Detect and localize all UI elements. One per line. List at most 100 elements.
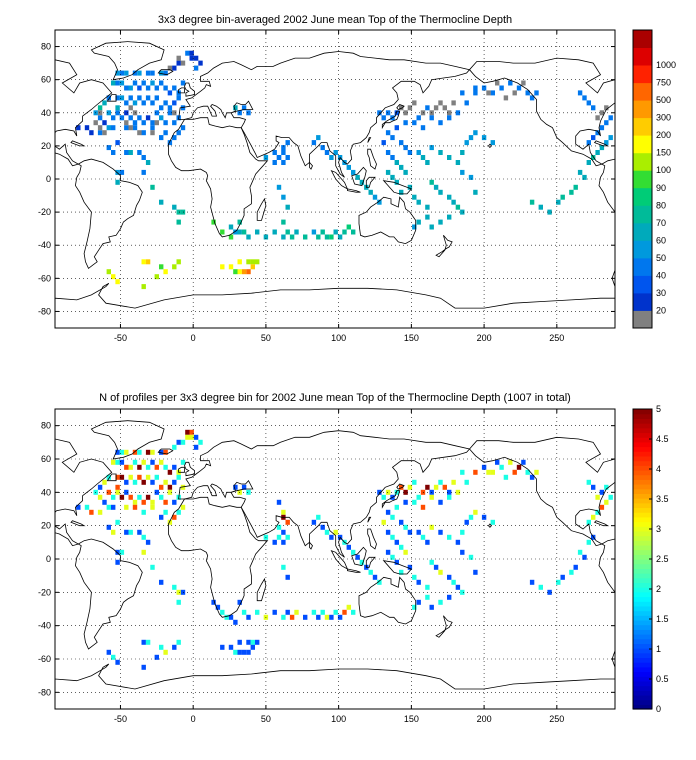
- coastline: [74, 538, 143, 650]
- data-cell: [529, 579, 535, 585]
- data-cell: [211, 219, 216, 225]
- coastline: [382, 180, 413, 195]
- y-tick-label: -40: [38, 621, 51, 631]
- data-cell: [180, 459, 186, 465]
- data-cell: [385, 489, 391, 495]
- data-cell: [407, 529, 413, 535]
- coastline: [435, 615, 453, 638]
- data-cell: [359, 179, 365, 185]
- data-cell: [425, 160, 430, 165]
- x-tick-label: -50: [114, 333, 127, 343]
- data-cell: [159, 115, 164, 121]
- data-cell: [499, 85, 504, 91]
- coastline: [435, 235, 453, 258]
- data-cell: [172, 584, 177, 590]
- data-cell: [124, 449, 129, 455]
- data-cell: [399, 189, 404, 195]
- y-tick-label: -80: [38, 687, 51, 697]
- data-cell: [420, 125, 426, 131]
- data-cell: [368, 569, 373, 575]
- data-cell: [320, 524, 325, 530]
- data-cell: [150, 184, 155, 190]
- data-cell: [495, 80, 500, 86]
- data-cell: [172, 65, 177, 71]
- x-tick-label: 150: [404, 333, 419, 343]
- data-cell: [163, 499, 168, 505]
- data-cell: [294, 229, 299, 235]
- data-cell: [124, 120, 129, 126]
- data-cell: [159, 579, 164, 585]
- data-cell: [604, 140, 609, 146]
- data-cell: [163, 269, 168, 275]
- coastline: [487, 143, 492, 149]
- data-cell: [303, 614, 308, 620]
- data-cell: [246, 269, 251, 275]
- data-cell: [281, 564, 286, 570]
- data-cell: [425, 594, 430, 600]
- data-cell: [604, 120, 609, 126]
- coastline: [367, 528, 377, 550]
- data-cell: [106, 125, 111, 131]
- data-cell: [97, 130, 103, 136]
- coastline: [168, 117, 269, 238]
- data-cell: [211, 599, 216, 605]
- data-cell: [599, 145, 605, 151]
- data-cell: [490, 469, 495, 475]
- data-cell: [281, 219, 286, 225]
- data-cell: [180, 504, 186, 510]
- colorbar-swatch: [633, 65, 652, 84]
- data-cell: [529, 199, 535, 205]
- coastline: [106, 94, 117, 102]
- data-cell: [399, 519, 404, 525]
- data-cell: [185, 429, 190, 435]
- y-tick-label: 40: [41, 487, 51, 497]
- colorbar-tick-label: 30: [656, 288, 666, 298]
- data-cell: [381, 115, 386, 121]
- data-cell: [433, 105, 439, 111]
- data-cell: [228, 224, 234, 230]
- data-cell: [468, 554, 474, 560]
- data-cell: [241, 609, 247, 615]
- data-cell: [608, 494, 613, 500]
- data-cell: [346, 164, 351, 170]
- data-cell: [455, 539, 461, 545]
- data-cell: [163, 85, 168, 91]
- data-cell: [137, 449, 142, 455]
- y-tick-label: 0: [46, 174, 51, 184]
- data-cell: [438, 100, 443, 106]
- data-cell: [390, 534, 395, 540]
- data-cell: [150, 100, 155, 106]
- data-cell: [473, 469, 478, 475]
- data-cell: [425, 539, 430, 545]
- data-cell: [320, 229, 325, 235]
- x-tick-label: 250: [549, 714, 564, 724]
- data-cell: [433, 564, 439, 570]
- data-cell: [111, 150, 116, 155]
- data-cell: [281, 529, 286, 535]
- colorbar-tick-label: 80: [656, 200, 666, 210]
- colorbar-tick-label: 750: [656, 78, 671, 88]
- data-cell: [403, 499, 408, 505]
- data-cell: [385, 150, 391, 155]
- x-tick-label: 250: [549, 333, 564, 343]
- data-cell: [97, 494, 103, 500]
- data-cell: [577, 169, 583, 175]
- data-cell: [141, 534, 146, 540]
- coastline: [351, 166, 367, 187]
- data-cell: [137, 70, 142, 76]
- data-cell: [115, 169, 120, 175]
- data-cell: [128, 115, 133, 121]
- data-cell: [447, 489, 452, 495]
- data-cell: [180, 60, 186, 66]
- data-cell: [132, 499, 138, 505]
- data-cell: [385, 549, 391, 555]
- data-cell: [137, 95, 142, 101]
- data-cell: [111, 654, 116, 660]
- data-cell: [84, 504, 90, 510]
- data-cell: [132, 120, 138, 126]
- data-cell: [381, 494, 386, 500]
- data-cell: [442, 484, 447, 490]
- data-cell: [420, 155, 426, 160]
- data-cell: [481, 85, 487, 91]
- y-tick-label: 0: [46, 554, 51, 564]
